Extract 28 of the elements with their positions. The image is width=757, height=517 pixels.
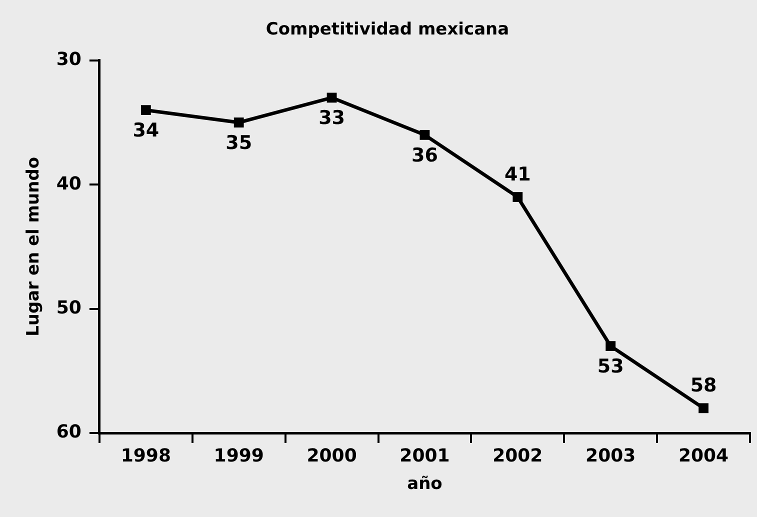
data-label: 53: [597, 355, 624, 378]
point: [698, 403, 708, 414]
x-tick-label: 1999: [214, 445, 264, 466]
data-label: 35: [226, 132, 252, 154]
data-label: 34: [132, 120, 160, 142]
point: [326, 92, 337, 103]
data-label: 33: [318, 107, 346, 130]
data-label: 41: [504, 163, 531, 186]
x-tick-label: 2003: [586, 445, 636, 466]
x-tick-label: 2001: [400, 445, 450, 466]
y-tick-label: 40: [56, 173, 82, 194]
point: [420, 130, 430, 140]
y-tick-label: 60: [56, 422, 82, 443]
point: [140, 105, 151, 116]
data-label: 36: [412, 144, 438, 166]
data-label: 58: [690, 374, 717, 397]
x-axis-title: año: [407, 474, 442, 494]
x-tick-label: 2000: [306, 445, 357, 466]
y-tick-label: 30: [56, 49, 82, 70]
point: [234, 118, 244, 128]
point: [512, 192, 523, 202]
y-axis-title: Lugar en el mundo: [24, 156, 44, 336]
chart-title: Competitividad mexicana: [266, 20, 510, 40]
point: [606, 341, 616, 352]
x-tick-label: 1998: [120, 445, 171, 466]
x-tick-label: 2002: [492, 445, 543, 466]
y-tick-label: 50: [56, 297, 82, 318]
x-tick-label: 2004: [678, 445, 729, 466]
